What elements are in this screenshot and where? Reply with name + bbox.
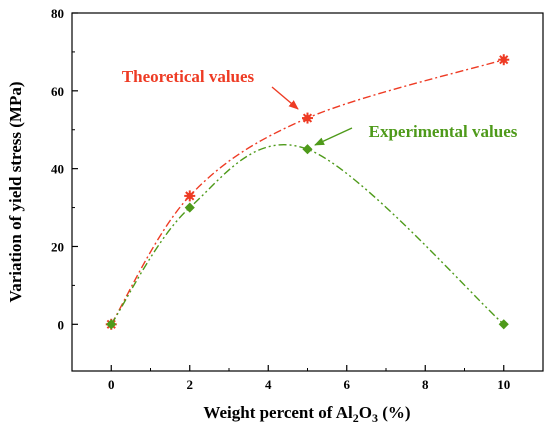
- annotation-experimental-label: Experimental values: [369, 122, 518, 141]
- y-tick-label: 40: [51, 162, 64, 177]
- series-line: [110, 144, 505, 325]
- data-point: [184, 190, 196, 202]
- series-line: [110, 59, 504, 325]
- data-point: [302, 112, 313, 124]
- x-tick-label: 10: [497, 377, 510, 392]
- data-point: [184, 202, 195, 213]
- y-axis-ticks: 0 20 40 60 80: [51, 6, 78, 332]
- data-point: [498, 319, 509, 330]
- x-axis-ticks: 0 2 4 6 8 10: [108, 365, 510, 392]
- x-tick-label: 2: [187, 377, 194, 392]
- data-point: [498, 54, 510, 66]
- annotation-theoretical-label: Theoretical values: [122, 67, 255, 86]
- annotation-layer: Theoretical values Experimental values: [122, 67, 518, 146]
- x-axis-title: Weight percent of Al2O3 (%): [203, 403, 410, 425]
- data-point: [106, 319, 117, 330]
- series-theoretical: [105, 54, 510, 330]
- y-tick-label: 20: [51, 239, 64, 254]
- y-tick-label: 60: [51, 84, 64, 99]
- data-point: [302, 144, 313, 155]
- series-experimental: [106, 144, 509, 330]
- x-tick-label: 8: [422, 377, 429, 392]
- x-tick-label: 6: [344, 377, 351, 392]
- x-tick-label: 4: [265, 377, 272, 392]
- y-tick-label: 80: [51, 6, 64, 21]
- series-layer: [105, 54, 510, 330]
- annotation-arrow: [271, 86, 299, 110]
- x-tick-label: 0: [108, 377, 115, 392]
- annotation-arrow: [314, 127, 353, 146]
- y-tick-label: 0: [58, 317, 65, 332]
- y-axis-title: Variation of yield stress (MPa): [6, 82, 25, 303]
